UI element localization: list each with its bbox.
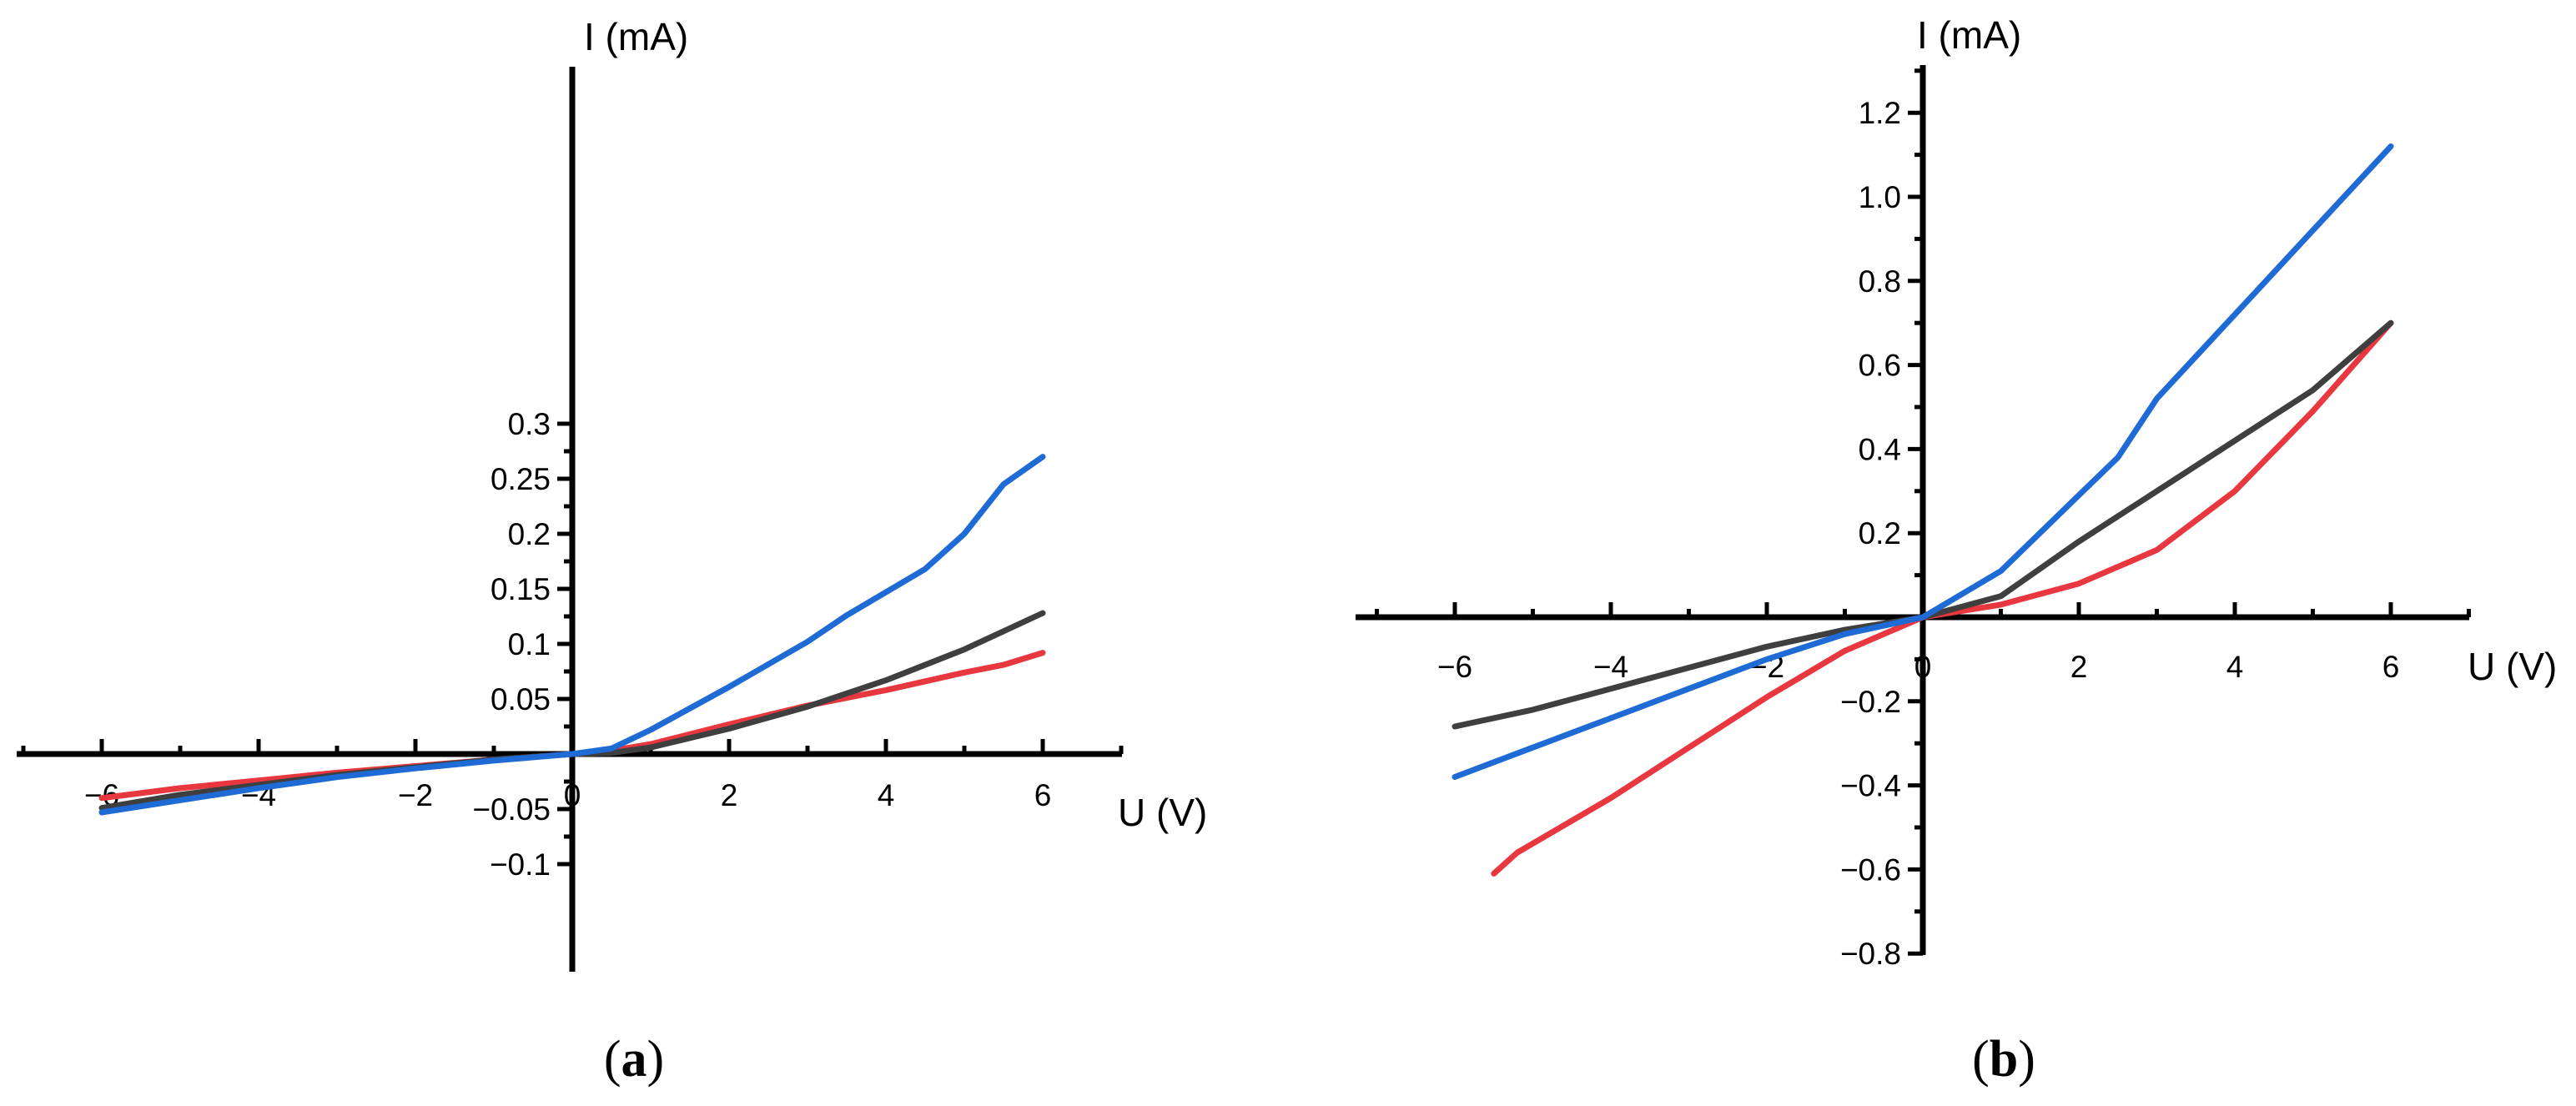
- y-tick-label: 0.3: [508, 407, 551, 441]
- x-axis-title: U (V): [1118, 791, 1207, 834]
- y-tick-label: 0.8: [1859, 264, 1901, 299]
- y-tick-label: 0.1: [508, 627, 551, 661]
- y-tick-label: −0.8: [1840, 937, 1901, 971]
- y-tick-label: 1.2: [1859, 96, 1901, 130]
- panel-a: −6 −4 −2 0 2 4 6−0.1−0.050.050.10.150.20.250.3…: [17, 15, 1207, 1088]
- y-tick-label: 0.15: [491, 572, 551, 606]
- y-tick-label: −0.1: [490, 847, 551, 882]
- x-tick-label: 6: [1034, 778, 1052, 812]
- axes: −6 −4 −2 0 2 4 6−0.8−0.6−0.4−0.20.20.40.60.81.…: [1356, 13, 2557, 971]
- x-tick-label: 6: [2382, 650, 2400, 684]
- y-tick-label: 0.4: [1859, 432, 1901, 466]
- axes: −6 −4 −2 0 2 4 6−0.1−0.050.050.10.150.20.250.3…: [17, 15, 1207, 972]
- y-tick-label: −0.05: [472, 792, 551, 827]
- x-tick-label: 4: [878, 778, 895, 812]
- x-axis-title: U (V): [2468, 645, 2557, 688]
- x-tick-label: 2: [721, 778, 738, 812]
- panel-b: −6 −4 −2 0 2 4 6−0.8−0.6−0.4−0.20.20.40.60.81.…: [1356, 13, 2557, 1088]
- series-line-3: [1452, 143, 2394, 780]
- series-group: [1452, 143, 2394, 877]
- y-tick-label: −0.4: [1840, 769, 1901, 803]
- x-tick-label: 0: [1914, 650, 1932, 684]
- x-tick-label: 0: [564, 778, 581, 812]
- x-tick-label: −2: [398, 778, 433, 812]
- x-tick-label: −6: [1437, 650, 1472, 684]
- x-tick-label: 4: [2226, 650, 2244, 684]
- y-tick-label: 0.2: [508, 517, 551, 551]
- y-tick-label: −0.6: [1840, 852, 1901, 887]
- y-axis-title: I (mA): [1917, 13, 2021, 57]
- x-tick-label: 2: [2070, 650, 2088, 684]
- y-tick-label: 0.6: [1859, 349, 1901, 383]
- series-line-1: [1491, 319, 2394, 877]
- y-tick-label: 0.2: [1859, 516, 1901, 550]
- series-line-3: [98, 454, 1046, 816]
- y-tick-label: 1.0: [1859, 180, 1901, 214]
- x-tick-label: −4: [1593, 650, 1628, 684]
- panel-label: (b): [1972, 1031, 2035, 1088]
- y-tick-label: 0.05: [491, 682, 551, 716]
- panel-label: (a): [604, 1031, 664, 1088]
- series-group: [98, 454, 1046, 816]
- y-tick-label: 0.25: [491, 462, 551, 496]
- y-tick-label: −0.2: [1840, 685, 1901, 719]
- y-axis-title: I (mA): [584, 15, 688, 58]
